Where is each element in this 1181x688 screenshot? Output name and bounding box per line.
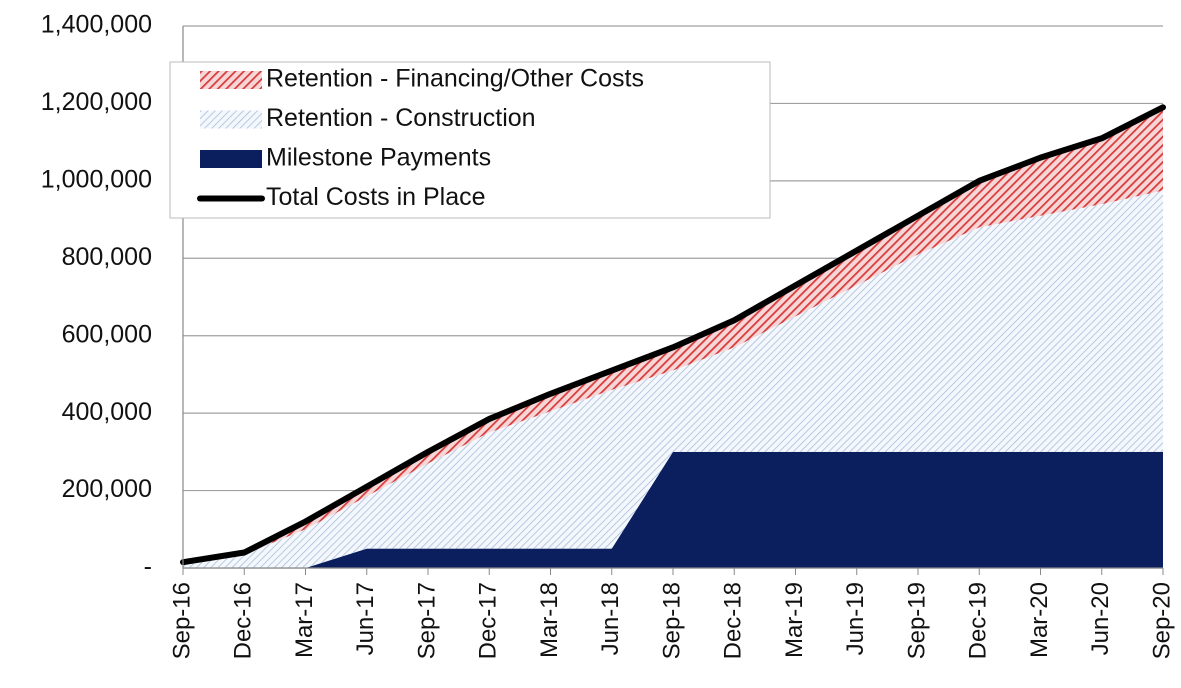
areas [180, 104, 1166, 569]
x-tick-label: Sep-16 [168, 582, 195, 659]
legend-label: Retention - Construction [266, 104, 536, 132]
y-tick-label: - [144, 553, 152, 581]
x-tick-label: Sep-17 [413, 582, 440, 659]
x-tick-label: Sep-19 [903, 582, 930, 659]
area [183, 107, 1163, 563]
x-tick-label: Jun-17 [352, 582, 379, 655]
y-tick-label: 1,200,000 [41, 88, 152, 116]
x-tick-label: Jun-18 [597, 582, 624, 655]
legend-label: Milestone Payments [266, 144, 491, 172]
x-tick-label: Dec-18 [720, 582, 747, 659]
legend-swatch [200, 110, 262, 129]
x-tick-label: Mar-18 [536, 582, 563, 658]
x-tick-label: Dec-16 [230, 582, 257, 659]
y-tick-label: 400,000 [62, 398, 152, 426]
x-tick-label: Mar-19 [781, 582, 808, 658]
x-tick-label: Mar-20 [1026, 582, 1053, 658]
y-tick-label: 1,400,000 [41, 11, 152, 39]
y-tick-label: 600,000 [62, 320, 152, 348]
x-tick-label: Jun-19 [842, 582, 869, 655]
area [183, 190, 1163, 569]
x-tick-label: Jun-20 [1087, 582, 1114, 655]
legend-label: Total Costs in Place [266, 183, 486, 211]
y-tick-label: 800,000 [62, 243, 152, 271]
y-tick-label: 200,000 [62, 475, 152, 503]
area [183, 451, 1163, 568]
x-tick-label: Mar-17 [291, 582, 318, 658]
legend-swatch [200, 150, 262, 168]
x-tick-label: Sep-20 [1148, 582, 1175, 659]
x-tick-label: Sep-18 [658, 582, 685, 659]
legend-label: Retention - Financing/Other Costs [266, 65, 644, 93]
legend-swatch [200, 71, 262, 89]
legend: Retention - Financing/Other Costs Retenti… [169, 61, 771, 219]
x-tick-label: Dec-17 [475, 582, 502, 659]
x-tick-label: Dec-19 [965, 582, 992, 659]
y-tick-label: 1,000,000 [41, 165, 152, 193]
total-line [180, 104, 1166, 566]
axes: - 200,000 400,000 600,000 800,000 1,000,000 1,… [41, 11, 1176, 660]
legend-box [169, 61, 771, 219]
